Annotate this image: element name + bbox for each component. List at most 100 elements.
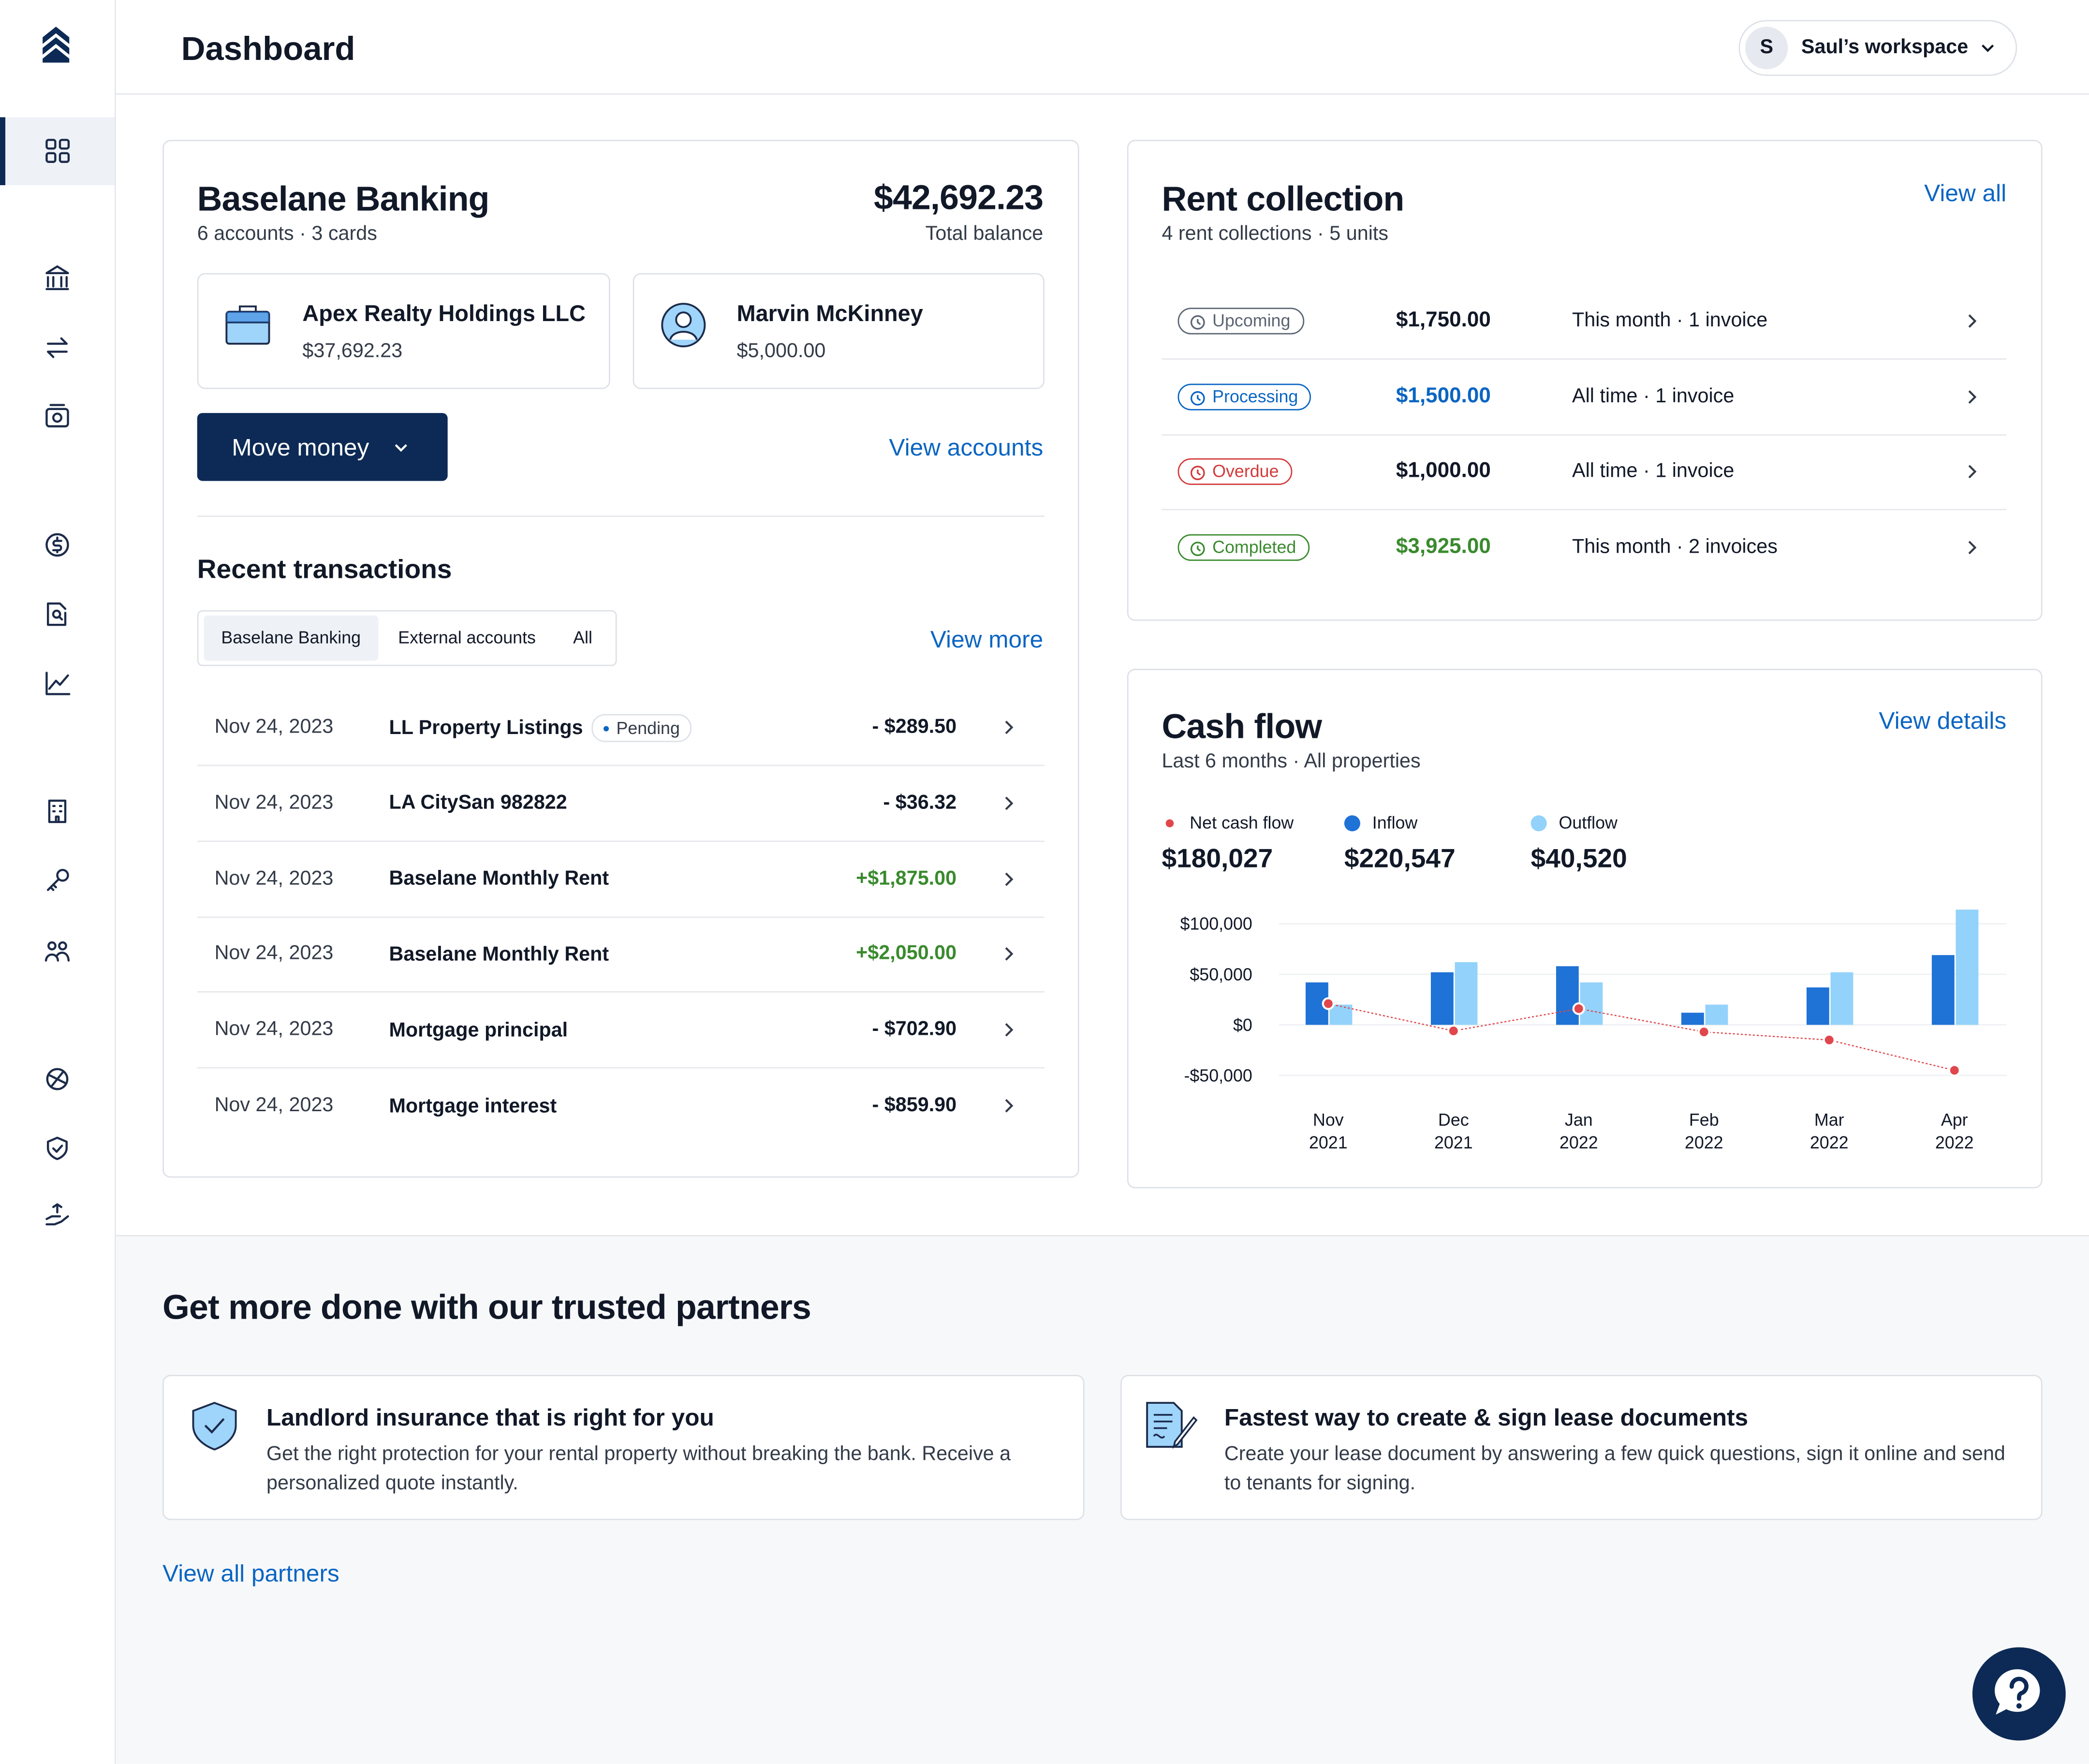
rent-card xyxy=(1127,140,2043,621)
nav-insurance[interactable] xyxy=(46,1136,68,1161)
nav-active[interactable] xyxy=(0,117,115,185)
bar xyxy=(1705,1004,1728,1025)
button-label: Move money xyxy=(232,434,369,461)
account-name: Marvin McKinney xyxy=(736,301,923,326)
transaction-date: Nov 24, 2023 xyxy=(214,791,334,814)
partner-title: Fastest way to create & sign lease docum… xyxy=(1224,1404,1749,1431)
legend-label: Outflow xyxy=(1559,812,1618,833)
nav-indicator xyxy=(0,117,6,185)
partner-card[interactable] xyxy=(162,1375,1085,1520)
net-point xyxy=(1948,1064,1961,1077)
card-title: Rent collection xyxy=(1162,178,1404,219)
bar xyxy=(1455,962,1478,1025)
rent-period: This month · 2 invoices xyxy=(1572,535,1778,559)
y-tick-label: $50,000 xyxy=(1190,965,1252,984)
cash-flow-chart: $100,000 $50,000 $0 -$50,000 xyxy=(1180,910,2007,1085)
row-divider xyxy=(197,764,1044,766)
card-title: Cash flow xyxy=(1162,706,1322,746)
net-point xyxy=(1697,1025,1710,1039)
chevron-down xyxy=(1982,44,1994,52)
nav-properties[interactable] xyxy=(48,799,67,823)
chevron-down xyxy=(395,444,407,452)
workspace-switcher[interactable] xyxy=(1738,20,2017,76)
header-divider xyxy=(116,93,2089,95)
nav-tenants[interactable] xyxy=(44,941,70,962)
view-details-link[interactable]: View details xyxy=(1879,707,2007,735)
transaction-amount: - $289.50 xyxy=(872,715,957,738)
status-badge: Overdue xyxy=(1177,458,1293,485)
account-balance: $37,692.23 xyxy=(302,339,403,363)
partner-title: Landlord insurance that is right for you xyxy=(266,1404,714,1431)
view-all-link[interactable]: View all xyxy=(1924,179,2007,207)
legend-swatch xyxy=(1344,815,1360,832)
status-icon xyxy=(1190,540,1206,557)
transaction-name: Mortgage interest xyxy=(389,1094,557,1117)
transaction-name-box: Baselane Monthly Rent xyxy=(389,864,609,894)
legend-label: Net cash flow xyxy=(1190,812,1294,833)
account-name: Apex Realty Holdings LLC xyxy=(302,301,586,326)
logo[interactable] xyxy=(43,27,70,63)
nav-payments[interactable] xyxy=(45,533,69,557)
bar xyxy=(1681,1013,1704,1025)
tab[interactable]: External accounts xyxy=(398,627,536,647)
nav-partners[interactable] xyxy=(46,1068,69,1090)
view-more-link[interactable]: View more xyxy=(930,626,1044,653)
tab[interactable]: Baselane Banking xyxy=(204,615,378,661)
bar xyxy=(1931,955,1955,1025)
legend-total: $220,547 xyxy=(1344,844,1456,874)
transaction-date: Nov 24, 2023 xyxy=(214,867,334,890)
nav-loans[interactable] xyxy=(45,1203,69,1226)
transaction-date: Nov 24, 2023 xyxy=(214,1093,334,1117)
row-divider xyxy=(197,991,1044,993)
view-partners-link[interactable]: View all partners xyxy=(162,1560,339,1587)
x-tick-label: Apr 2022 xyxy=(1935,1109,1974,1153)
net-point xyxy=(1447,1024,1460,1038)
partner-card[interactable] xyxy=(1120,1375,2043,1520)
section-title: Get more done with our trusted partners xyxy=(162,1287,811,1327)
transaction-name-box: Mortgage principal xyxy=(389,1015,568,1045)
chevron-right xyxy=(1962,538,1981,557)
y-tick-label: $100,000 xyxy=(1180,914,1252,934)
bar xyxy=(1556,966,1579,1025)
card-subtitle: Last 6 months · All properties xyxy=(1162,750,1421,773)
nav-cash[interactable] xyxy=(45,404,69,427)
nav-reports[interactable] xyxy=(45,672,71,695)
transaction-name: LA CitySan 982822 xyxy=(389,792,567,815)
nav-dashboard[interactable] xyxy=(45,139,70,163)
divider xyxy=(197,515,1044,517)
row-divider xyxy=(1162,509,2007,511)
x-tick-label: Feb 2022 xyxy=(1684,1109,1723,1153)
y-tick-label: -$50,000 xyxy=(1184,1066,1252,1085)
move-money-button[interactable] xyxy=(197,413,448,481)
workspace-avatar: S xyxy=(1745,27,1788,70)
view-accounts-link[interactable]: View accounts xyxy=(889,434,1044,461)
chevron-right xyxy=(999,945,1018,964)
rent-amount: $1,750.00 xyxy=(1396,309,1491,332)
status-badge: Pending xyxy=(591,713,692,742)
person-icon xyxy=(661,303,706,348)
bar xyxy=(1580,982,1603,1025)
transaction-date: Nov 24, 2023 xyxy=(214,942,334,965)
section-title: Recent transactions xyxy=(197,555,452,585)
net-point xyxy=(1823,1033,1836,1046)
rent-amount: $3,925.00 xyxy=(1396,535,1491,559)
nav-banking[interactable] xyxy=(45,265,69,291)
transaction-amount: +$2,050.00 xyxy=(856,942,957,965)
shield-icon xyxy=(192,1402,237,1451)
chevron-right xyxy=(999,794,1018,812)
help-button[interactable] xyxy=(1972,1646,2067,1741)
status-icon xyxy=(1190,464,1206,481)
chevron-right xyxy=(1962,387,1981,406)
tab[interactable]: All xyxy=(573,627,592,647)
nav-transfers[interactable] xyxy=(46,337,68,358)
transaction-name-box: LL Property Listings Pending xyxy=(389,713,692,742)
chevron-right xyxy=(999,1096,1018,1115)
nav-documents[interactable] xyxy=(46,602,67,626)
transaction-name: Mortgage principal xyxy=(389,1018,568,1042)
nav-keys[interactable] xyxy=(46,868,69,891)
transaction-amount: - $702.90 xyxy=(872,1018,957,1041)
transaction-name: LL Property Listings xyxy=(389,716,583,739)
legend-swatch xyxy=(1165,819,1174,827)
briefcase-icon xyxy=(225,305,270,345)
